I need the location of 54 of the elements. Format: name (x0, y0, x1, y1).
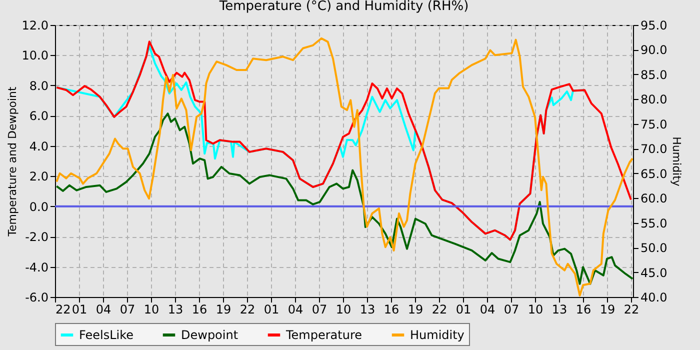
x-tick-label: 04 (288, 302, 304, 316)
y2-tick-label: 80.0 (640, 92, 668, 107)
x-tick-label: 22 (240, 302, 256, 316)
x-tick-label: 16 (384, 302, 400, 316)
y-tick-label: 2.0 (29, 170, 48, 184)
x-tick-label: 07 (120, 302, 136, 316)
y2-tick-label: 95.0 (640, 18, 668, 32)
y-tick-label: 0.0 (29, 200, 48, 214)
x-tick-label: 19 (216, 302, 232, 316)
y2-tick-label: 40.0 (640, 290, 668, 304)
x-tick-label: 10 (144, 302, 160, 316)
y2-tick-label: 65.0 (640, 166, 668, 181)
legend-label: Dewpoint (181, 328, 238, 342)
x-tick-label: 16 (576, 302, 592, 316)
y2-tick-label: 45.0 (640, 266, 668, 280)
y-tick-label: 6.0 (29, 109, 48, 124)
x-tick-label: 22 (56, 302, 71, 316)
y2-tick-label: 70.0 (640, 142, 668, 156)
x-tick-label: 10 (528, 302, 544, 316)
x-tick-label: 13 (168, 302, 184, 316)
x-tick-label: 01 (72, 302, 88, 316)
legend-label: FeelsLike (79, 328, 134, 342)
x-tick-label: 19 (600, 302, 616, 316)
x-tick-label: 07 (504, 302, 520, 316)
x-tick-label: 10 (336, 302, 352, 316)
y-tick-label: 8.0 (29, 78, 48, 93)
y-tick-label: 12.0 (22, 18, 48, 32)
x-tick-label: 13 (552, 302, 568, 316)
x-tick-label: 04 (96, 302, 112, 316)
legend-label: Temperature (285, 328, 362, 342)
y2-tick-label: 75.0 (640, 117, 668, 132)
y-axis-title: Temperature and Dewpoint (6, 86, 19, 238)
y2-tick-label: 50.0 (640, 241, 668, 256)
y-tick-label: 10.0 (22, 48, 48, 63)
x-tick-label: 04 (480, 302, 496, 316)
x-tick-label: 22 (432, 302, 448, 316)
y-tick-label: -4.0 (25, 260, 48, 274)
y2-tick-label: 90.0 (640, 43, 668, 58)
x-tick-label: 22 (624, 302, 640, 316)
y2-tick-label: 55.0 (640, 216, 668, 230)
y2-tick-label: 60.0 (640, 192, 668, 206)
x-tick-label: 01 (264, 302, 280, 316)
x-tick-label: 01 (456, 302, 472, 316)
x-tick-label: 07 (312, 302, 328, 316)
x-tick-label: 19 (408, 302, 424, 316)
y2-tick-label: 85.0 (640, 68, 668, 82)
y2-axis-title: Humidity (670, 136, 684, 187)
y-tick-label: -2.0 (25, 230, 48, 244)
chart-title: Temperature (°C) and Humidity (RH%) (218, 0, 469, 14)
x-tick-label: 16 (192, 302, 208, 316)
legend-label: Humidity (410, 328, 464, 342)
x-tick-label: 13 (360, 302, 376, 316)
y-tick-label: 4.0 (29, 139, 48, 154)
y-tick-label: -6.0 (25, 290, 48, 304)
